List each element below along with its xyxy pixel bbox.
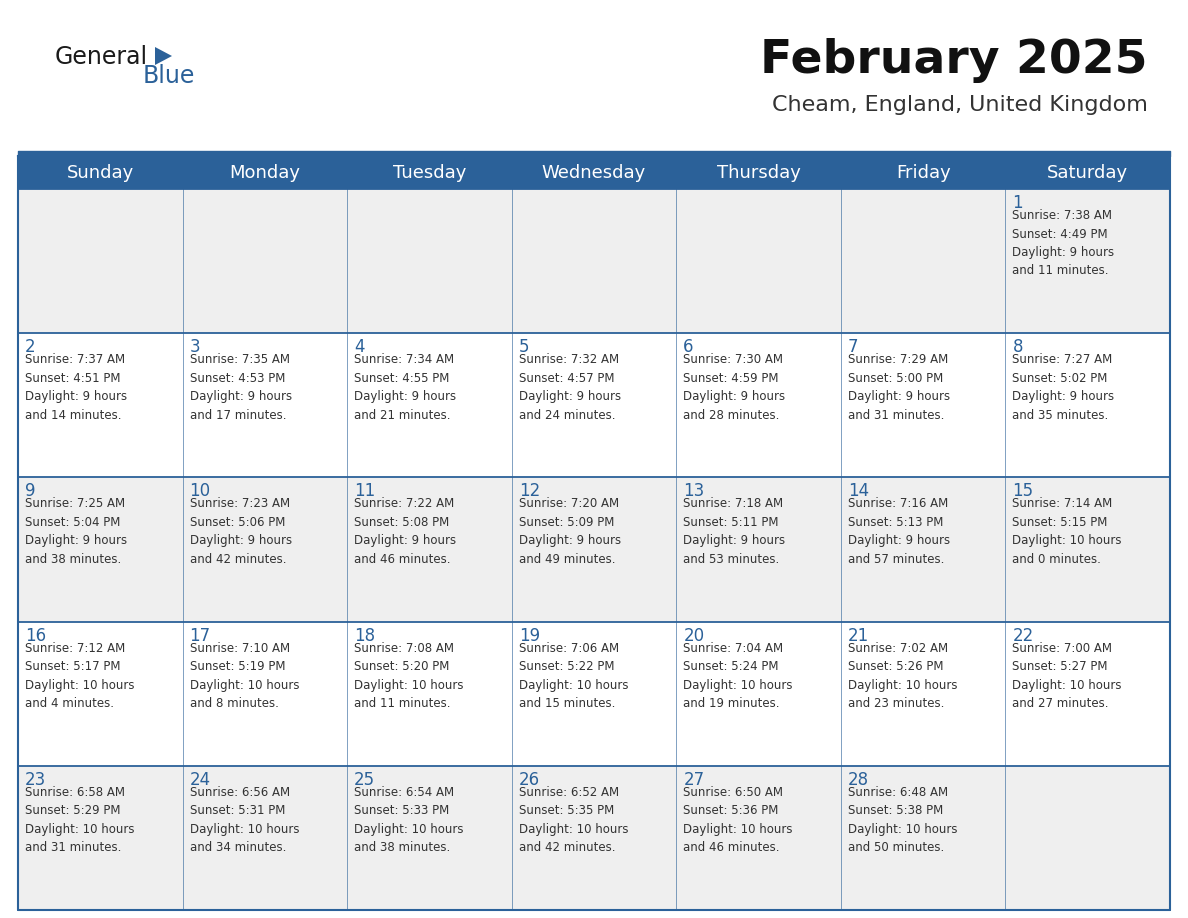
Text: Sunrise: 7:22 AM
Sunset: 5:08 PM
Daylight: 9 hours
and 46 minutes.: Sunrise: 7:22 AM Sunset: 5:08 PM Dayligh… — [354, 498, 456, 565]
Text: Sunrise: 7:23 AM
Sunset: 5:06 PM
Daylight: 9 hours
and 42 minutes.: Sunrise: 7:23 AM Sunset: 5:06 PM Dayligh… — [190, 498, 292, 565]
Text: 11: 11 — [354, 482, 375, 500]
Text: Sunrise: 6:54 AM
Sunset: 5:33 PM
Daylight: 10 hours
and 38 minutes.: Sunrise: 6:54 AM Sunset: 5:33 PM Dayligh… — [354, 786, 463, 855]
Text: 12: 12 — [519, 482, 541, 500]
Text: Cheam, England, United Kingdom: Cheam, England, United Kingdom — [772, 95, 1148, 115]
Text: Friday: Friday — [896, 163, 950, 182]
Text: 5: 5 — [519, 338, 529, 356]
Text: Sunrise: 7:02 AM
Sunset: 5:26 PM
Daylight: 10 hours
and 23 minutes.: Sunrise: 7:02 AM Sunset: 5:26 PM Dayligh… — [848, 642, 958, 711]
Bar — [18, 621, 1170, 766]
Text: Sunrise: 6:58 AM
Sunset: 5:29 PM
Daylight: 10 hours
and 31 minutes.: Sunrise: 6:58 AM Sunset: 5:29 PM Dayligh… — [25, 786, 134, 855]
Text: Sunrise: 6:52 AM
Sunset: 5:35 PM
Daylight: 10 hours
and 42 minutes.: Sunrise: 6:52 AM Sunset: 5:35 PM Dayligh… — [519, 786, 628, 855]
Text: Monday: Monday — [229, 163, 301, 182]
Text: 7: 7 — [848, 338, 859, 356]
Text: 20: 20 — [683, 627, 704, 644]
Text: Sunrise: 7:06 AM
Sunset: 5:22 PM
Daylight: 10 hours
and 15 minutes.: Sunrise: 7:06 AM Sunset: 5:22 PM Dayligh… — [519, 642, 628, 711]
Text: Sunrise: 7:27 AM
Sunset: 5:02 PM
Daylight: 9 hours
and 35 minutes.: Sunrise: 7:27 AM Sunset: 5:02 PM Dayligh… — [1012, 353, 1114, 421]
Text: 1: 1 — [1012, 194, 1023, 212]
Text: 16: 16 — [25, 627, 46, 644]
Text: 22: 22 — [1012, 627, 1034, 644]
Text: 8: 8 — [1012, 338, 1023, 356]
Text: 25: 25 — [354, 771, 375, 789]
Text: Blue: Blue — [143, 64, 195, 88]
Text: Saturday: Saturday — [1047, 163, 1129, 182]
Bar — [18, 189, 1170, 333]
Text: Sunrise: 7:35 AM
Sunset: 4:53 PM
Daylight: 9 hours
and 17 minutes.: Sunrise: 7:35 AM Sunset: 4:53 PM Dayligh… — [190, 353, 292, 421]
Text: 4: 4 — [354, 338, 365, 356]
Text: 9: 9 — [25, 482, 36, 500]
Text: Sunrise: 7:14 AM
Sunset: 5:15 PM
Daylight: 10 hours
and 0 minutes.: Sunrise: 7:14 AM Sunset: 5:15 PM Dayligh… — [1012, 498, 1121, 565]
Text: Sunrise: 7:34 AM
Sunset: 4:55 PM
Daylight: 9 hours
and 21 minutes.: Sunrise: 7:34 AM Sunset: 4:55 PM Dayligh… — [354, 353, 456, 421]
Text: Sunrise: 7:18 AM
Sunset: 5:11 PM
Daylight: 9 hours
and 53 minutes.: Sunrise: 7:18 AM Sunset: 5:11 PM Dayligh… — [683, 498, 785, 565]
Text: Sunrise: 6:50 AM
Sunset: 5:36 PM
Daylight: 10 hours
and 46 minutes.: Sunrise: 6:50 AM Sunset: 5:36 PM Dayligh… — [683, 786, 792, 855]
Text: 15: 15 — [1012, 482, 1034, 500]
Text: General: General — [55, 45, 148, 69]
Text: 6: 6 — [683, 338, 694, 356]
Text: Sunrise: 7:04 AM
Sunset: 5:24 PM
Daylight: 10 hours
and 19 minutes.: Sunrise: 7:04 AM Sunset: 5:24 PM Dayligh… — [683, 642, 792, 711]
Bar — [18, 156, 1170, 189]
Text: Tuesday: Tuesday — [393, 163, 466, 182]
Text: Sunrise: 7:10 AM
Sunset: 5:19 PM
Daylight: 10 hours
and 8 minutes.: Sunrise: 7:10 AM Sunset: 5:19 PM Dayligh… — [190, 642, 299, 711]
Text: Sunrise: 6:56 AM
Sunset: 5:31 PM
Daylight: 10 hours
and 34 minutes.: Sunrise: 6:56 AM Sunset: 5:31 PM Dayligh… — [190, 786, 299, 855]
Polygon shape — [154, 47, 172, 65]
Text: Sunrise: 7:25 AM
Sunset: 5:04 PM
Daylight: 9 hours
and 38 minutes.: Sunrise: 7:25 AM Sunset: 5:04 PM Dayligh… — [25, 498, 127, 565]
Text: Sunrise: 6:48 AM
Sunset: 5:38 PM
Daylight: 10 hours
and 50 minutes.: Sunrise: 6:48 AM Sunset: 5:38 PM Dayligh… — [848, 786, 958, 855]
Text: 18: 18 — [354, 627, 375, 644]
Text: 10: 10 — [190, 482, 210, 500]
Text: Thursday: Thursday — [716, 163, 801, 182]
Bar — [18, 477, 1170, 621]
Text: Sunrise: 7:12 AM
Sunset: 5:17 PM
Daylight: 10 hours
and 4 minutes.: Sunrise: 7:12 AM Sunset: 5:17 PM Dayligh… — [25, 642, 134, 711]
Text: 14: 14 — [848, 482, 868, 500]
Text: 13: 13 — [683, 482, 704, 500]
Text: Sunrise: 7:30 AM
Sunset: 4:59 PM
Daylight: 9 hours
and 28 minutes.: Sunrise: 7:30 AM Sunset: 4:59 PM Dayligh… — [683, 353, 785, 421]
Text: February 2025: February 2025 — [760, 38, 1148, 83]
Text: Sunrise: 7:00 AM
Sunset: 5:27 PM
Daylight: 10 hours
and 27 minutes.: Sunrise: 7:00 AM Sunset: 5:27 PM Dayligh… — [1012, 642, 1121, 711]
Bar — [18, 333, 1170, 477]
Text: Sunday: Sunday — [67, 163, 134, 182]
Text: 17: 17 — [190, 627, 210, 644]
Text: Sunrise: 7:37 AM
Sunset: 4:51 PM
Daylight: 9 hours
and 14 minutes.: Sunrise: 7:37 AM Sunset: 4:51 PM Dayligh… — [25, 353, 127, 421]
Text: Sunrise: 7:16 AM
Sunset: 5:13 PM
Daylight: 9 hours
and 57 minutes.: Sunrise: 7:16 AM Sunset: 5:13 PM Dayligh… — [848, 498, 950, 565]
Text: 23: 23 — [25, 771, 46, 789]
Bar — [18, 766, 1170, 910]
Text: 26: 26 — [519, 771, 539, 789]
Text: Sunrise: 7:20 AM
Sunset: 5:09 PM
Daylight: 9 hours
and 49 minutes.: Sunrise: 7:20 AM Sunset: 5:09 PM Dayligh… — [519, 498, 621, 565]
Text: Sunrise: 7:32 AM
Sunset: 4:57 PM
Daylight: 9 hours
and 24 minutes.: Sunrise: 7:32 AM Sunset: 4:57 PM Dayligh… — [519, 353, 621, 421]
Text: 27: 27 — [683, 771, 704, 789]
Text: 19: 19 — [519, 627, 539, 644]
Text: Sunrise: 7:29 AM
Sunset: 5:00 PM
Daylight: 9 hours
and 31 minutes.: Sunrise: 7:29 AM Sunset: 5:00 PM Dayligh… — [848, 353, 950, 421]
Text: Wednesday: Wednesday — [542, 163, 646, 182]
Text: 21: 21 — [848, 627, 870, 644]
Text: Sunrise: 7:08 AM
Sunset: 5:20 PM
Daylight: 10 hours
and 11 minutes.: Sunrise: 7:08 AM Sunset: 5:20 PM Dayligh… — [354, 642, 463, 711]
Text: Sunrise: 7:38 AM
Sunset: 4:49 PM
Daylight: 9 hours
and 11 minutes.: Sunrise: 7:38 AM Sunset: 4:49 PM Dayligh… — [1012, 209, 1114, 277]
Text: 24: 24 — [190, 771, 210, 789]
Text: 3: 3 — [190, 338, 201, 356]
Text: 28: 28 — [848, 771, 868, 789]
Text: 2: 2 — [25, 338, 36, 356]
